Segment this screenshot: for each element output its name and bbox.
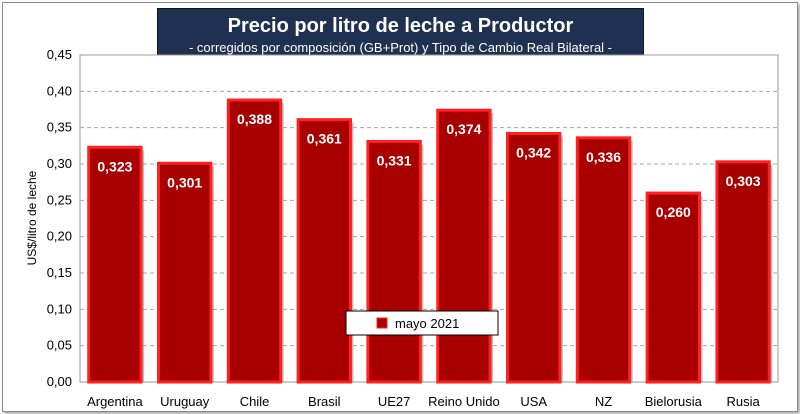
legend-label: mayo 2021 bbox=[395, 316, 459, 331]
y-tick-label: 0,45 bbox=[47, 47, 72, 62]
data-label: 0,331 bbox=[377, 152, 412, 168]
x-tick-label: Chile bbox=[240, 394, 270, 409]
bar bbox=[87, 145, 143, 384]
bar bbox=[575, 136, 632, 384]
y-tick-label: 0,15 bbox=[47, 265, 72, 280]
data-label: 0,388 bbox=[237, 111, 272, 127]
data-label: 0,323 bbox=[97, 158, 132, 174]
x-tick-label: Argentina bbox=[87, 394, 143, 409]
y-tick-label: 0,40 bbox=[47, 83, 72, 98]
x-tick-label: Bielorusia bbox=[645, 394, 703, 409]
y-tick-label: 0,35 bbox=[47, 120, 72, 135]
bars: 0,323 0,301 0,388 0,361 0,331 0,374 0,342 0,336… bbox=[87, 98, 773, 384]
data-label: 0,260 bbox=[656, 204, 691, 220]
y-tick-label: 0,20 bbox=[47, 229, 72, 244]
y-tick-label: 0,25 bbox=[47, 192, 72, 207]
bar bbox=[157, 161, 213, 384]
data-label: 0,374 bbox=[446, 121, 481, 137]
legend-box bbox=[345, 310, 499, 336]
y-axis-label: US$/litro de leche bbox=[25, 170, 39, 265]
chart-subtitle: - corregidos por composición (GB+Prot) y… bbox=[188, 40, 613, 55]
x-tick-label: Uruguay bbox=[160, 394, 210, 409]
bar bbox=[436, 108, 492, 384]
chart-title: Precio por litro de leche a Productor bbox=[227, 15, 574, 37]
bar bbox=[506, 131, 562, 384]
bar bbox=[296, 118, 352, 384]
x-tick-label: NZ bbox=[595, 394, 612, 409]
data-label: 0,303 bbox=[726, 173, 761, 189]
legend-swatch bbox=[376, 317, 388, 329]
x-tick-label: USA bbox=[520, 394, 547, 409]
data-label: 0,342 bbox=[516, 144, 551, 160]
x-tick-label: Reino Unido bbox=[428, 394, 500, 409]
x-tick-label: Rusia bbox=[726, 394, 760, 409]
bar bbox=[366, 139, 422, 384]
y-tick-label: 0,30 bbox=[47, 156, 72, 171]
y-axis-ticks: 0,00 0,05 0,10 0,15 0,20 0,25 0,30 0,35 0,40 0,45 bbox=[47, 47, 72, 389]
bar bbox=[226, 98, 283, 384]
bar bbox=[645, 191, 701, 384]
data-label: 0,361 bbox=[307, 131, 342, 147]
bar bbox=[715, 160, 771, 384]
y-tick-label: 0,05 bbox=[47, 338, 72, 353]
y-tick-label: 0,00 bbox=[47, 374, 72, 389]
legend: mayo 2021 bbox=[345, 310, 499, 336]
data-label: 0,336 bbox=[586, 149, 621, 165]
x-axis-ticks: Argentina Uruguay Chile Brasil UE27 Reino Uni… bbox=[87, 394, 760, 409]
x-tick-label: Brasil bbox=[308, 394, 341, 409]
y-tick-label: 0,10 bbox=[47, 301, 72, 316]
x-tick-label: UE27 bbox=[378, 394, 411, 409]
data-label: 0,301 bbox=[167, 174, 202, 190]
